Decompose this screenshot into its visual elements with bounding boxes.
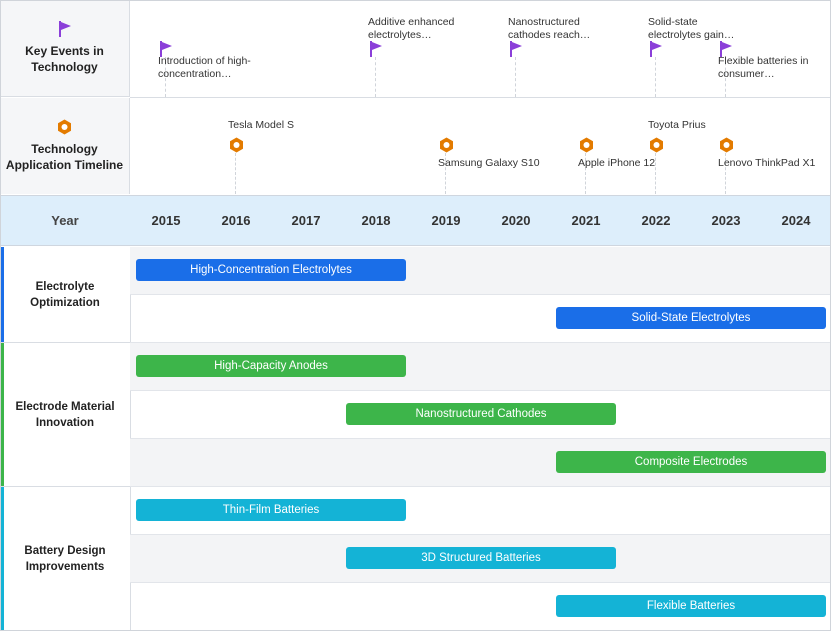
key-events-title: Key Events in Technology xyxy=(20,43,110,75)
key-event-label: Introduction of high-concentration… xyxy=(158,55,256,81)
timeline-bar[interactable]: High-Concentration Electrolytes xyxy=(136,259,406,281)
timeline-bar[interactable]: Thin-Film Batteries xyxy=(136,499,406,521)
year-tick-label: 2020 xyxy=(486,196,546,245)
year-tick-label: 2018 xyxy=(346,196,406,245)
application-label: Lenovo ThinkPad X1 xyxy=(718,157,815,170)
flag-icon[interactable] xyxy=(509,41,523,61)
timeline-bar[interactable]: 3D Structured Batteries xyxy=(346,547,616,569)
application-band: Tesla Model S Samsung Galaxy S10 Apple iPh… xyxy=(130,98,830,194)
category-label: Electrolyte Optimization xyxy=(0,247,131,343)
application-timeline-header: Technology Application Timeline xyxy=(0,98,130,194)
event-guide-line xyxy=(515,57,516,97)
event-guide-line xyxy=(655,153,656,194)
hexagon-icon[interactable] xyxy=(229,137,244,157)
hexagon-icon[interactable] xyxy=(439,137,454,157)
gantt-row: 3D Structured Batteries xyxy=(130,535,830,583)
gantt-row: Composite Electrodes xyxy=(130,439,830,487)
year-tick-label: 2022 xyxy=(626,196,686,245)
key-event-label: Nanostructured cathodes reach… xyxy=(508,16,606,42)
timeline-bar[interactable]: High-Capacity Anodes xyxy=(136,355,406,377)
hexagon-icon xyxy=(57,119,72,135)
application-label: Toyota Prius xyxy=(648,119,706,132)
hexagon-icon[interactable] xyxy=(649,137,664,157)
year-axis-label: Year xyxy=(0,196,130,245)
category-name: Electrolyte Optimization xyxy=(13,279,118,311)
year-tick-label: 2019 xyxy=(416,196,476,245)
timeline-bar[interactable]: Solid-State Electrolytes xyxy=(556,307,826,329)
hexagon-icon[interactable] xyxy=(719,137,734,157)
category-name: Electrode Material Innovation xyxy=(13,399,118,431)
timeline-bar[interactable]: Nanostructured Cathodes xyxy=(346,403,616,425)
gantt-row: Flexible Batteries xyxy=(130,583,830,631)
gantt-row: Solid-State Electrolytes xyxy=(130,295,830,343)
year-tick-label: 2021 xyxy=(556,196,616,245)
category-name: Battery Design Improvements xyxy=(13,543,118,575)
application-label: Apple iPhone 12 xyxy=(578,157,655,170)
application-label: Samsung Galaxy S10 xyxy=(438,157,540,170)
timeline-chart: Key Events in Technology Introduction of… xyxy=(0,0,832,632)
key-events-header: Key Events in Technology xyxy=(0,0,130,97)
gantt-row: High-Capacity Anodes xyxy=(130,343,830,391)
year-tick-label: 2016 xyxy=(206,196,266,245)
year-tick-label: 2023 xyxy=(696,196,756,245)
key-event-label: Solid-state electrolytes gain… xyxy=(648,16,746,42)
year-axis: Year 20152016201720182019202020212022202… xyxy=(0,195,830,246)
flag-icon[interactable] xyxy=(649,41,663,61)
gantt-row: High-Concentration Electrolytes xyxy=(130,247,830,295)
year-tick-label: 2017 xyxy=(276,196,336,245)
hexagon-icon[interactable] xyxy=(579,137,594,157)
category-color-stripe xyxy=(0,247,4,342)
year-tick-label: 2024 xyxy=(766,196,826,245)
gantt-row: Thin-Film Batteries xyxy=(130,487,830,535)
application-label: Tesla Model S xyxy=(228,119,294,132)
event-guide-line xyxy=(655,57,656,97)
category-color-stripe xyxy=(0,343,4,486)
timeline-bar[interactable]: Composite Electrodes xyxy=(556,451,826,473)
key-event-label: Flexible batteries in consumer… xyxy=(718,55,816,81)
application-timeline-title: Technology Application Timeline xyxy=(5,141,125,173)
event-guide-line xyxy=(235,153,236,194)
event-guide-line xyxy=(375,57,376,97)
key-events-band: Introduction of high-concentration… Addit… xyxy=(130,0,830,98)
timeline-bar[interactable]: Flexible Batteries xyxy=(556,595,826,617)
flag-icon[interactable] xyxy=(369,41,383,61)
category-color-stripe xyxy=(0,487,4,630)
gantt-row: Nanostructured Cathodes xyxy=(130,391,830,439)
category-label: Battery Design Improvements xyxy=(0,487,131,631)
category-label: Electrode Material Innovation xyxy=(0,343,131,487)
key-event-label: Additive enhanced electrolytes… xyxy=(368,16,466,42)
year-tick-label: 2015 xyxy=(136,196,196,245)
flag-icon xyxy=(58,21,72,37)
